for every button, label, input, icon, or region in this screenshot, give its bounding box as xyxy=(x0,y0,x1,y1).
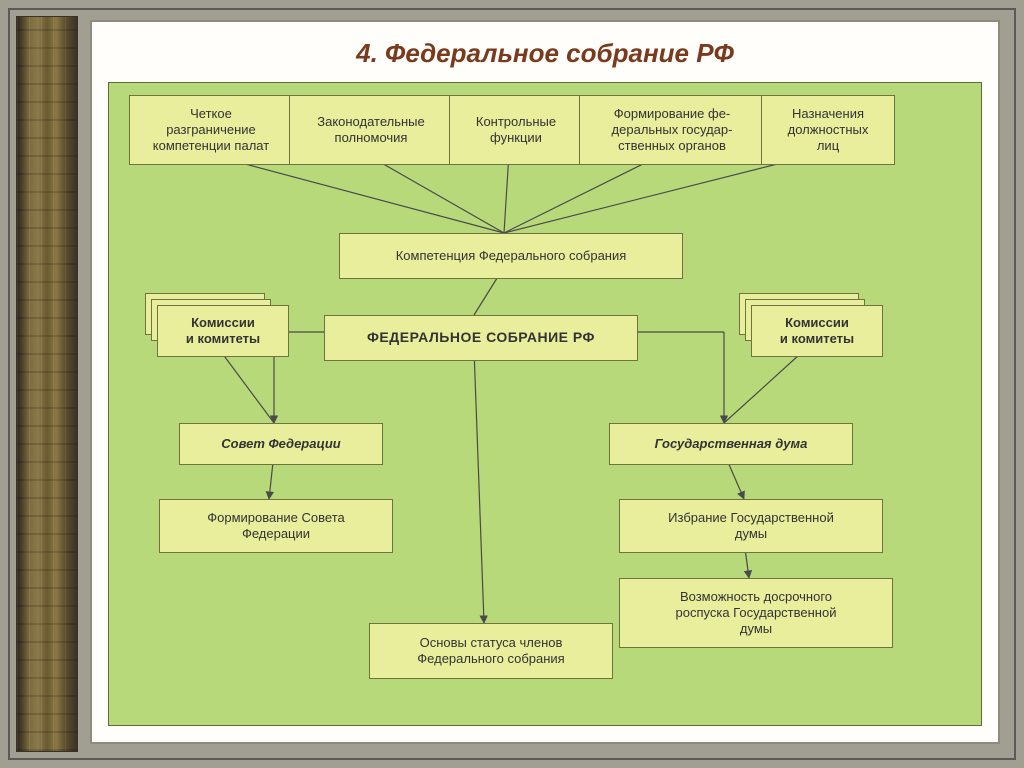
slide: 4. Федеральное собрание РФ Четкоеразгран… xyxy=(90,20,1000,744)
node-comp: Компетенция Федерального собрания xyxy=(339,233,683,279)
node-top3: Контрольныефункции xyxy=(449,95,583,165)
node-comm_l: Комиссиии комитеты xyxy=(157,305,289,357)
decorative-sidebar xyxy=(16,16,78,752)
slide-title: 4. Федеральное собрание РФ xyxy=(90,38,1000,69)
node-basis: Основы статуса членовФедерального собран… xyxy=(369,623,613,679)
node-top4: Формирование фе-деральных государ-ственн… xyxy=(579,95,765,165)
node-comm_r: Комиссиии комитеты xyxy=(751,305,883,357)
node-form_council: Формирование СоветаФедерации xyxy=(159,499,393,553)
stacked-box-comm_r: Комиссиии комитеты xyxy=(739,293,869,345)
node-top2: Законодательныеполномочия xyxy=(289,95,453,165)
node-top1: Четкоеразграничениекомпетенции палат xyxy=(129,95,293,165)
stacked-box-comm_l: Комиссиии комитеты xyxy=(145,293,275,345)
node-main: ФЕДЕРАЛЬНОЕ СОБРАНИЕ РФ xyxy=(324,315,638,361)
diagram-canvas: Четкоеразграничениекомпетенции палатЗако… xyxy=(108,82,982,726)
node-dissolve: Возможность досрочногороспуска Государст… xyxy=(619,578,893,648)
node-top5: Назначениядолжностныхлиц xyxy=(761,95,895,165)
outer-frame: 4. Федеральное собрание РФ Четкоеразгран… xyxy=(8,8,1016,760)
node-council: Совет Федерации xyxy=(179,423,383,465)
node-duma: Государственная дума xyxy=(609,423,853,465)
node-elect_duma: Избрание Государственнойдумы xyxy=(619,499,883,553)
